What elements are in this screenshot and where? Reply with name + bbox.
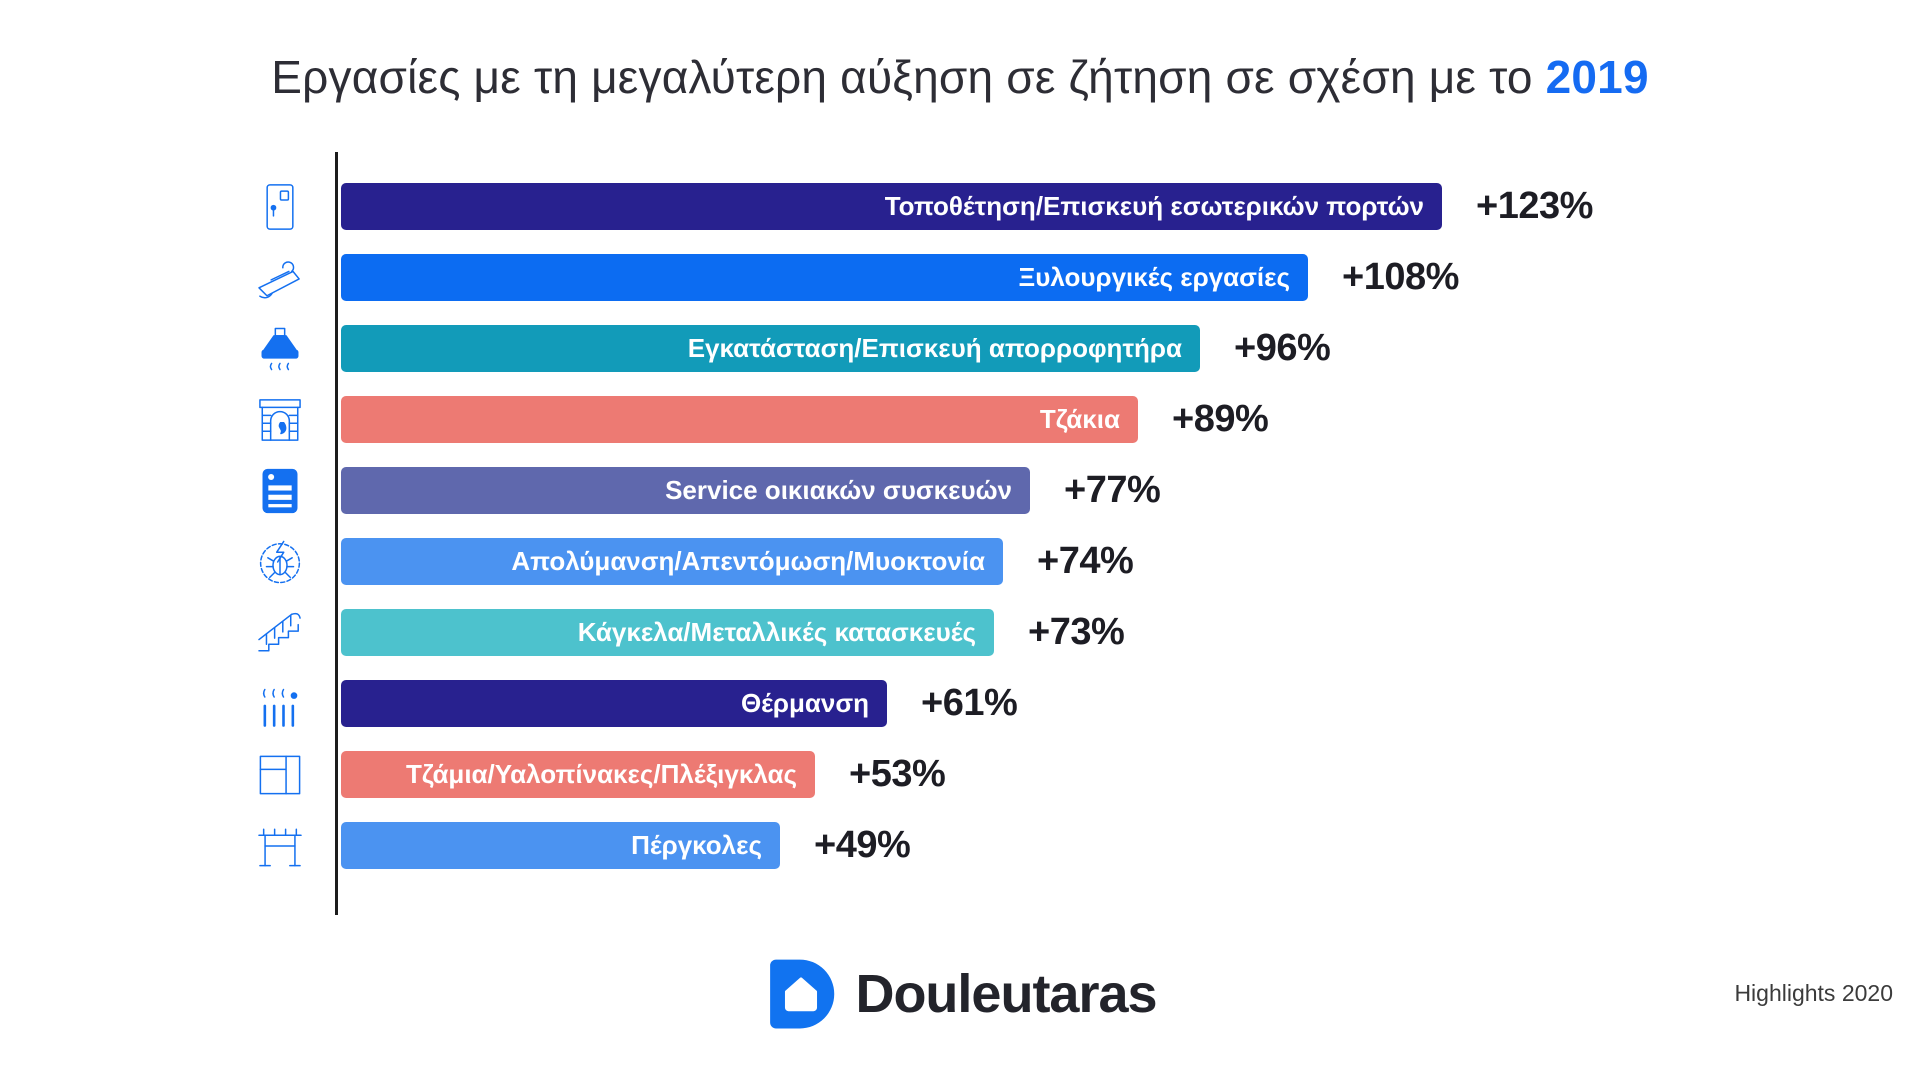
chart-row: Ξυλουργικές εργασίες +108% [0,254,1920,301]
pergola-icon [251,817,309,875]
bar-category-label: Τζάκια [1039,404,1120,434]
bar-value-label: +73% [1028,611,1125,653]
bar-track: Κάγκελα/Μεταλλικές κατασκευές +73% [341,609,1920,656]
chart-row: Εγκατάσταση/Επισκευή απορροφητήρα +96% [0,325,1920,372]
footer-logo: Douleutaras [0,952,1920,1036]
bar-track: Πέργκολες +49% [341,822,1920,869]
bar-value-label: +49% [814,824,911,866]
wood-plane-icon [251,249,309,307]
bar-category-label: Service οικιακών συσκευών [665,475,1012,505]
extractor-hood-icon [251,320,309,378]
fireplace-icon [251,391,309,449]
bar-value-label: +108% [1342,256,1459,298]
bar-value-label: +123% [1476,185,1593,227]
chart-title-year: 2019 [1545,51,1649,103]
chart-title-text: Εργασίες με τη μεγαλύτερη αύξηση σε ζήτη… [271,51,1533,103]
bar: Service οικιακών συσκευών [341,467,1030,514]
radiator-icon [251,675,309,733]
chart-title: Εργασίες με τη μεγαλύτερη αύξηση σε ζήτη… [0,50,1920,104]
bar-chart: Τοποθέτηση/Επισκευή εσωτερικών πορτών +12… [0,183,1920,869]
bar-value-label: +61% [921,682,1018,724]
bar-category-label: Τοποθέτηση/Επισκευή εσωτερικών πορτών [884,191,1424,221]
bar-track: Ξυλουργικές εργασίες +108% [341,254,1920,301]
bar: Πέργκολες [341,822,780,869]
bar: Τζάκια [341,396,1138,443]
window-icon [251,746,309,804]
bar-track: Service οικιακών συσκευών +77% [341,467,1920,514]
bar-track: Απολύμανση/Απεντόμωση/Μυοκτονία +74% [341,538,1920,585]
chart-row: Κάγκελα/Μεταλλικές κατασκευές +73% [0,609,1920,656]
bar: Ξυλουργικές εργασίες [341,254,1308,301]
bar: Κάγκελα/Μεταλλικές κατασκευές [341,609,994,656]
bar: Εγκατάσταση/Επισκευή απορροφητήρα [341,325,1200,372]
bar-category-label: Απολύμανση/Απεντόμωση/Μυοκτονία [511,546,985,576]
bar-value-label: +77% [1064,469,1161,511]
brand-name: Douleutaras [855,964,1157,1024]
bar-value-label: +89% [1172,398,1269,440]
railing-icon [251,604,309,662]
chart-row: Τοποθέτηση/Επισκευή εσωτερικών πορτών +12… [0,183,1920,230]
bar-category-label: Εγκατάσταση/Επισκευή απορροφητήρα [687,333,1182,363]
bar-category-label: Πέργκολες [631,830,762,860]
bar-value-label: +53% [849,753,946,795]
chart-row: Πέργκολες +49% [0,822,1920,869]
bar-value-label: +74% [1037,540,1134,582]
bar: Τζάμια/Υαλοπίνακες/Πλέξιγκλας [341,751,815,798]
bar: Απολύμανση/Απεντόμωση/Μυοκτονία [341,538,1003,585]
chart-row: Τζάμια/Υαλοπίνακες/Πλέξιγκλας +53% [0,751,1920,798]
chart-row: Τζάκια +89% [0,396,1920,443]
bar-track: Τζάμια/Υαλοπίνακες/Πλέξιγκλας +53% [341,751,1920,798]
highlights-note: Highlights 2020 [1734,980,1893,1006]
bar-category-label: Θέρμανση [740,688,869,718]
chart-row: Service οικιακών συσκευών +77% [0,467,1920,514]
bar-track: Τοποθέτηση/Επισκευή εσωτερικών πορτών +12… [341,183,1920,230]
bar-track: Θέρμανση +61% [341,680,1920,727]
douleutaras-logo-icon [763,952,839,1036]
chart-row: Απολύμανση/Απεντόμωση/Μυοκτονία +74% [0,538,1920,585]
bar: Θέρμανση [341,680,887,727]
bar-track: Τζάκια +89% [341,396,1920,443]
bar-track: Εγκατάσταση/Επισκευή απορροφητήρα +96% [341,325,1920,372]
bar-value-label: +96% [1234,327,1331,369]
bar: Τοποθέτηση/Επισκευή εσωτερικών πορτών [341,183,1442,230]
axis-baseline [335,152,338,915]
door-icon [251,178,309,236]
pest-control-icon [251,533,309,591]
bar-category-label: Τζάμια/Υαλοπίνακες/Πλέξιγκλας [406,759,797,789]
bar-category-label: Κάγκελα/Μεταλλικές κατασκευές [577,617,976,647]
chart-row: Θέρμανση +61% [0,680,1920,727]
bar-category-label: Ξυλουργικές εργασίες [1018,262,1290,292]
oven-icon [251,462,309,520]
